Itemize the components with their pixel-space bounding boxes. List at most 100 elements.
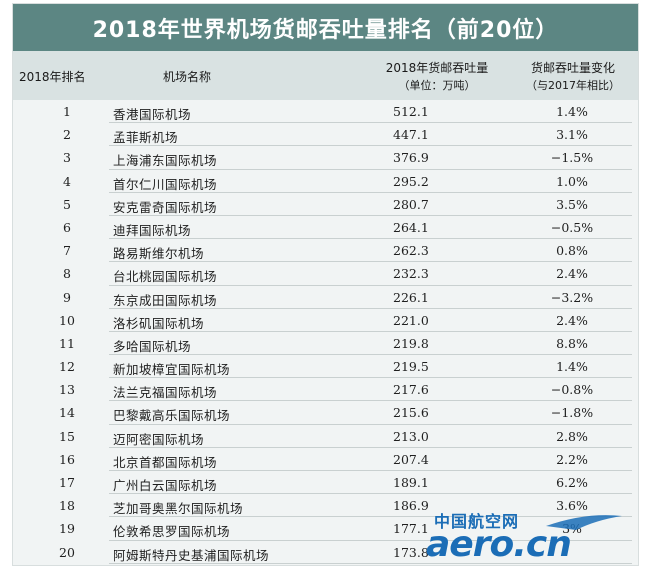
rank-cell: 13 [59, 382, 75, 398]
rank-cell: 3 [63, 150, 71, 166]
change-cell: 6.2% [556, 475, 588, 490]
cargo-cell: 219.5 [393, 359, 429, 375]
change-cell: 3.1% [556, 127, 588, 143]
change-cell: 2.4% [556, 266, 588, 282]
cargo-cell: 280.7 [393, 196, 429, 212]
change-cell: −0.5% [550, 219, 594, 235]
cargo-cell: 213.0 [393, 428, 429, 444]
rank-cell: 17 [59, 475, 75, 490]
airport-name-cell: 香港国际机场 [113, 107, 192, 122]
airport-name-cell: 首尔仁川国际机场 [113, 176, 218, 192]
change-cell: −0.8% [550, 382, 594, 398]
rank-cell: 4 [63, 173, 71, 189]
airport-name-cell: 台北桃园国际机场 [113, 269, 218, 285]
cargo-cell: 219.8 [393, 335, 429, 351]
airport-name-cell: 广州白云国际机场 [113, 478, 218, 493]
table-row: 12 新加坡樟宜国际机场 219.5 1.4% [13, 355, 638, 379]
table-row: 7 路易斯维尔机场 262.3 0.8% [13, 239, 638, 263]
table-row: 9 东京成田国际机场 226.1 −3.2% [13, 286, 638, 309]
table-row: 11 多哈国际机场 219.8 8.8% [13, 332, 638, 356]
airport-name-cell: 上海浦东国际机场 [113, 153, 218, 169]
airport-name-cell: 路易斯维尔机场 [113, 246, 205, 262]
change-cell: −1.8% [550, 405, 594, 421]
change-cell: 2.4% [556, 312, 588, 328]
cargo-cell: 207.4 [393, 451, 429, 467]
rank-cell: 9 [63, 289, 71, 305]
airport-name-cell: 巴黎戴高乐国际机场 [113, 408, 231, 424]
change-cell: 3.6% [556, 498, 588, 514]
cargo-cell: 215.6 [393, 405, 429, 421]
change-cell: 2.8% [556, 428, 588, 444]
header-change-title: 货邮吞吐量变化 [530, 61, 615, 75]
header-cargo-title: 2018年货邮吞吐量 [385, 61, 489, 75]
change-cell: 0.8% [556, 243, 588, 259]
table-row: 8 台北桃园国际机场 232.3 2.4% [13, 262, 638, 286]
table-row: 15 迈阿密国际机场 213.0 2.8% [13, 425, 638, 449]
table-row: 3 上海浦东国际机场 376.9 −1.5% [13, 146, 638, 170]
rank-cell: 6 [63, 219, 71, 235]
table-row: 1 香港国际机场 512.1 1.4% [13, 100, 638, 124]
header-name: 机场名称 [163, 70, 212, 84]
cargo-cell: 226.1 [393, 289, 429, 305]
cargo-cell: 512.1 [393, 104, 429, 119]
table-row: 2 孟菲斯机场 447.1 3.1% [13, 123, 638, 147]
change-cell: 1.4% [556, 104, 588, 119]
cargo-cell: 295.2 [393, 173, 429, 189]
rank-cell: 15 [59, 428, 75, 444]
change-cell: 1.4% [556, 359, 588, 375]
ranking-table: 2018年世界机场货邮吞吐量排名（前20位） 2018年排名 机场名称 2018… [12, 3, 639, 566]
change-cell: −3.2% [550, 289, 594, 305]
airport-name-cell: 多哈国际机场 [113, 338, 192, 354]
cargo-cell: 173.8 [393, 544, 429, 560]
header-rank: 2018年排名 [19, 70, 86, 84]
rank-cell: 11 [59, 335, 75, 351]
rank-cell: 10 [59, 312, 75, 328]
rank-cell: 14 [59, 405, 75, 421]
airport-name-cell: 伦敦希思罗国际机场 [113, 524, 231, 540]
rank-cell: 1 [63, 104, 71, 119]
airport-name-cell: 东京成田国际机场 [113, 292, 218, 308]
rank-cell: 12 [59, 359, 75, 375]
header-change-note: （与2017年相比） [526, 79, 620, 92]
rank-cell: 19 [59, 521, 75, 537]
change-cell: 1.0% [556, 173, 588, 189]
airport-name-cell: 迪拜国际机场 [113, 222, 192, 238]
cargo-cell: 447.1 [393, 127, 429, 143]
airport-name-cell: 阿姆斯特丹史基浦国际机场 [113, 547, 270, 563]
rank-cell: 16 [59, 451, 75, 467]
table-row: 10 洛杉矶国际机场 221.0 2.4% [13, 309, 638, 333]
rank-cell: 5 [63, 196, 71, 212]
cargo-cell: 186.9 [393, 498, 429, 514]
header-cargo-unit: （单位：万吨） [398, 79, 476, 92]
table-row: 17 广州白云国际机场 189.1 6.2% [13, 471, 638, 495]
cargo-cell: 221.0 [393, 312, 429, 328]
table-row: 14 巴黎戴高乐国际机场 215.6 −1.8% [13, 401, 638, 425]
airport-name-cell: 洛杉矶国际机场 [113, 315, 205, 331]
rank-cell: 18 [59, 498, 75, 514]
cargo-cell: 376.9 [393, 150, 429, 166]
table-row: 20 阿姆斯特丹史基浦国际机场 173.8 [13, 541, 638, 564]
cargo-cell: 264.1 [393, 219, 429, 235]
table-title: 2018年世界机场货邮吞吐量排名（前20位） [13, 4, 638, 51]
airport-name-cell: 芝加哥奥黑尔国际机场 [113, 501, 244, 517]
airport-name-cell: 孟菲斯机场 [113, 130, 179, 146]
table-row: 18 芝加哥奥黑尔国际机场 186.9 3.6% [13, 494, 638, 518]
table-row: 6 迪拜国际机场 264.1 −0.5% [13, 216, 638, 240]
cargo-cell: 232.3 [393, 266, 429, 282]
airport-name-cell: 法兰克福国际机场 [113, 385, 218, 401]
header-change: 货邮吞吐量变化 （与2017年相比） [509, 60, 637, 94]
rank-cell: 2 [63, 127, 71, 143]
change-cell: 8.8% [556, 335, 588, 351]
airport-name-cell: 北京首都国际机场 [113, 454, 218, 470]
airport-name-cell: 安克雷奇国际机场 [113, 199, 218, 215]
rank-cell: 8 [63, 266, 71, 282]
table-row: 16 北京首都国际机场 207.4 2.2% [13, 448, 638, 472]
cargo-cell: 217.6 [393, 382, 429, 398]
header-cargo: 2018年货邮吞吐量 （单位：万吨） [367, 60, 507, 94]
change-cell: 3% [562, 521, 582, 537]
change-cell: 3.5% [556, 196, 588, 212]
table-row: 5 安克雷奇国际机场 280.7 3.5% [13, 193, 638, 217]
cargo-cell: 262.3 [393, 243, 429, 259]
table-row: 4 首尔仁川国际机场 295.2 1.0% [13, 170, 638, 193]
rank-cell: 20 [59, 544, 75, 560]
